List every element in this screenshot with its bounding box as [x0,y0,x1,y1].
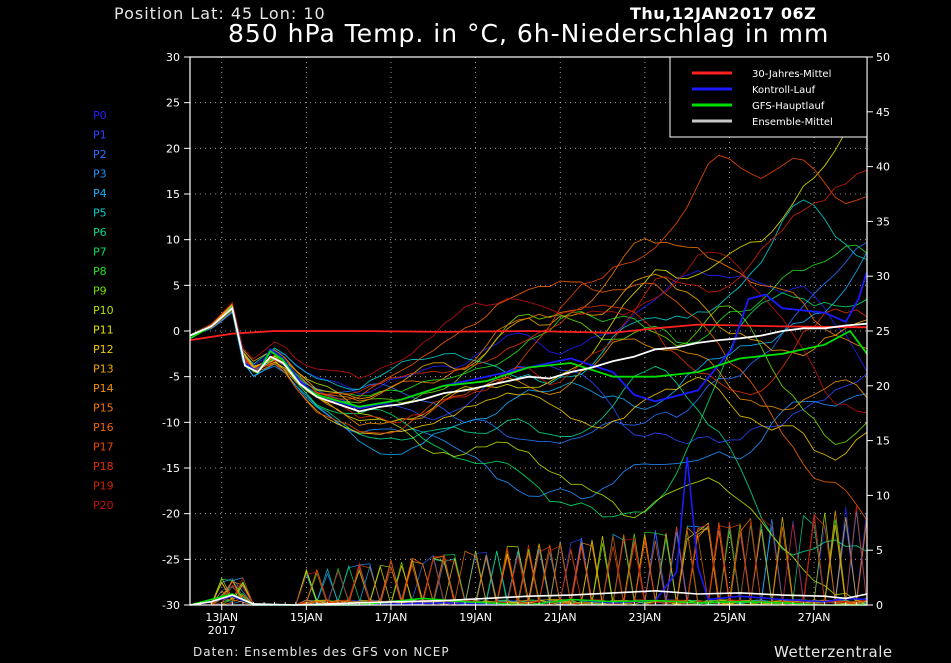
y2-tick-label: 45 [876,106,890,119]
member-temp-line [189,242,868,444]
x-tick-label: 19JAN [459,611,492,624]
legend-label: GFS-Hauptlauf [752,101,825,112]
y-tick-label: -5 [169,371,180,384]
member-label: P19 [93,480,114,493]
legend: 30-Jahres-Mittel Kontroll-Lauf GFS-Hauptla… [669,56,868,138]
member-temp-line [189,280,868,521]
y-tick-label: -20 [162,508,180,521]
member-precip-line [190,519,868,607]
y2-tick-label: 50 [876,51,890,64]
y2-tick-label: 25 [876,325,890,338]
y-tick-label: -10 [162,416,180,429]
y2-tick-label: 0 [876,599,883,612]
y2-tick-label: 35 [876,215,890,228]
member-label: P9 [93,285,107,298]
member-label: P0 [93,109,107,122]
run-time-label: Thu,12JAN2017 06Z [630,4,817,23]
x-tick-label: 25JAN [713,611,746,624]
y-tick-label: 15 [166,188,180,201]
y2-tick-label: 20 [876,380,890,393]
legend-box [669,56,868,138]
y-tick-label: 30 [166,51,180,64]
member-label: P1 [93,129,107,142]
position-label: Position Lat: 45 Lon: 10 [114,4,326,23]
x-tick-label: 17JAN [375,611,408,624]
member-precip-line [190,524,868,606]
x-tick-label: 21JAN [544,611,577,624]
member-temp-line [189,154,868,434]
axes: 302520151050-5-10-15-20-25-3050454035302… [162,51,890,637]
member-label: P17 [93,441,114,454]
legend-label: Ensemble-Mittel [752,117,833,128]
temp-series-line [189,323,868,341]
member-precip-line [190,524,868,606]
chart-title: 850 hPa Temp. in °C, 6h-Niederschlag in … [228,19,830,48]
member-label: P12 [93,343,114,356]
y-tick-label: -25 [162,553,180,566]
y2-tick-label: 5 [876,544,883,557]
y2-tick-label: 30 [876,270,890,283]
member-label: P2 [93,148,107,161]
member-temp-line [189,251,868,456]
member-label: P5 [93,207,107,220]
brand-label: Wetterzentrale [774,643,893,661]
member-label: P18 [93,460,114,473]
member-label: P4 [93,187,107,200]
member-label: P15 [93,402,114,415]
member-temp-line [189,292,868,518]
temp-series-line [189,306,868,413]
legend-label: 30-Jahres-Mittel [752,69,831,80]
member-temp-line [189,311,868,500]
member-label: P6 [93,226,107,239]
y2-tick-label: 40 [876,161,890,174]
y-tick-label: 5 [173,279,180,292]
member-precip-line [190,522,868,606]
x-tick-label: 27JAN [798,611,831,624]
member-label: P16 [93,421,114,434]
y-tick-label: 20 [166,142,180,155]
member-temp-line [189,199,868,390]
member-temp-line [189,251,868,414]
y-tick-label: 0 [173,325,180,338]
x-tick-label: 23JAN [628,611,661,624]
member-label: P10 [93,304,114,317]
member-label: P20 [93,499,114,512]
x-tick-label: 13JAN [205,611,238,624]
x-tick-label: 15JAN [290,611,323,624]
y-tick-label: -30 [162,599,180,612]
member-list: P0 P1 P2 P3 P4 P5 P6 P7 P8 P9 P10 P11 P12 P13 P14 P15 P1… [93,109,114,512]
member-temp-line [189,244,868,397]
ensemble-members [189,114,868,607]
x-tick-sublabel: 2017 [208,624,236,637]
member-label: P8 [93,265,107,278]
y-tick-label: -15 [162,462,180,475]
y2-tick-label: 10 [876,489,890,502]
member-precip-line [190,523,868,606]
member-label: P14 [93,382,114,395]
source-note: Daten: Ensembles des GFS von NCEP [193,645,450,659]
member-label: P13 [93,363,114,376]
member-label: P3 [93,168,107,181]
member-label: P7 [93,246,107,259]
member-label: P11 [93,324,114,337]
y-tick-label: 10 [166,234,180,247]
legend-label: Kontroll-Lauf [752,85,816,96]
y2-tick-label: 15 [876,435,890,448]
member-temp-line [189,305,868,556]
y-tick-label: 25 [166,97,180,110]
temp-series-line [189,307,868,408]
